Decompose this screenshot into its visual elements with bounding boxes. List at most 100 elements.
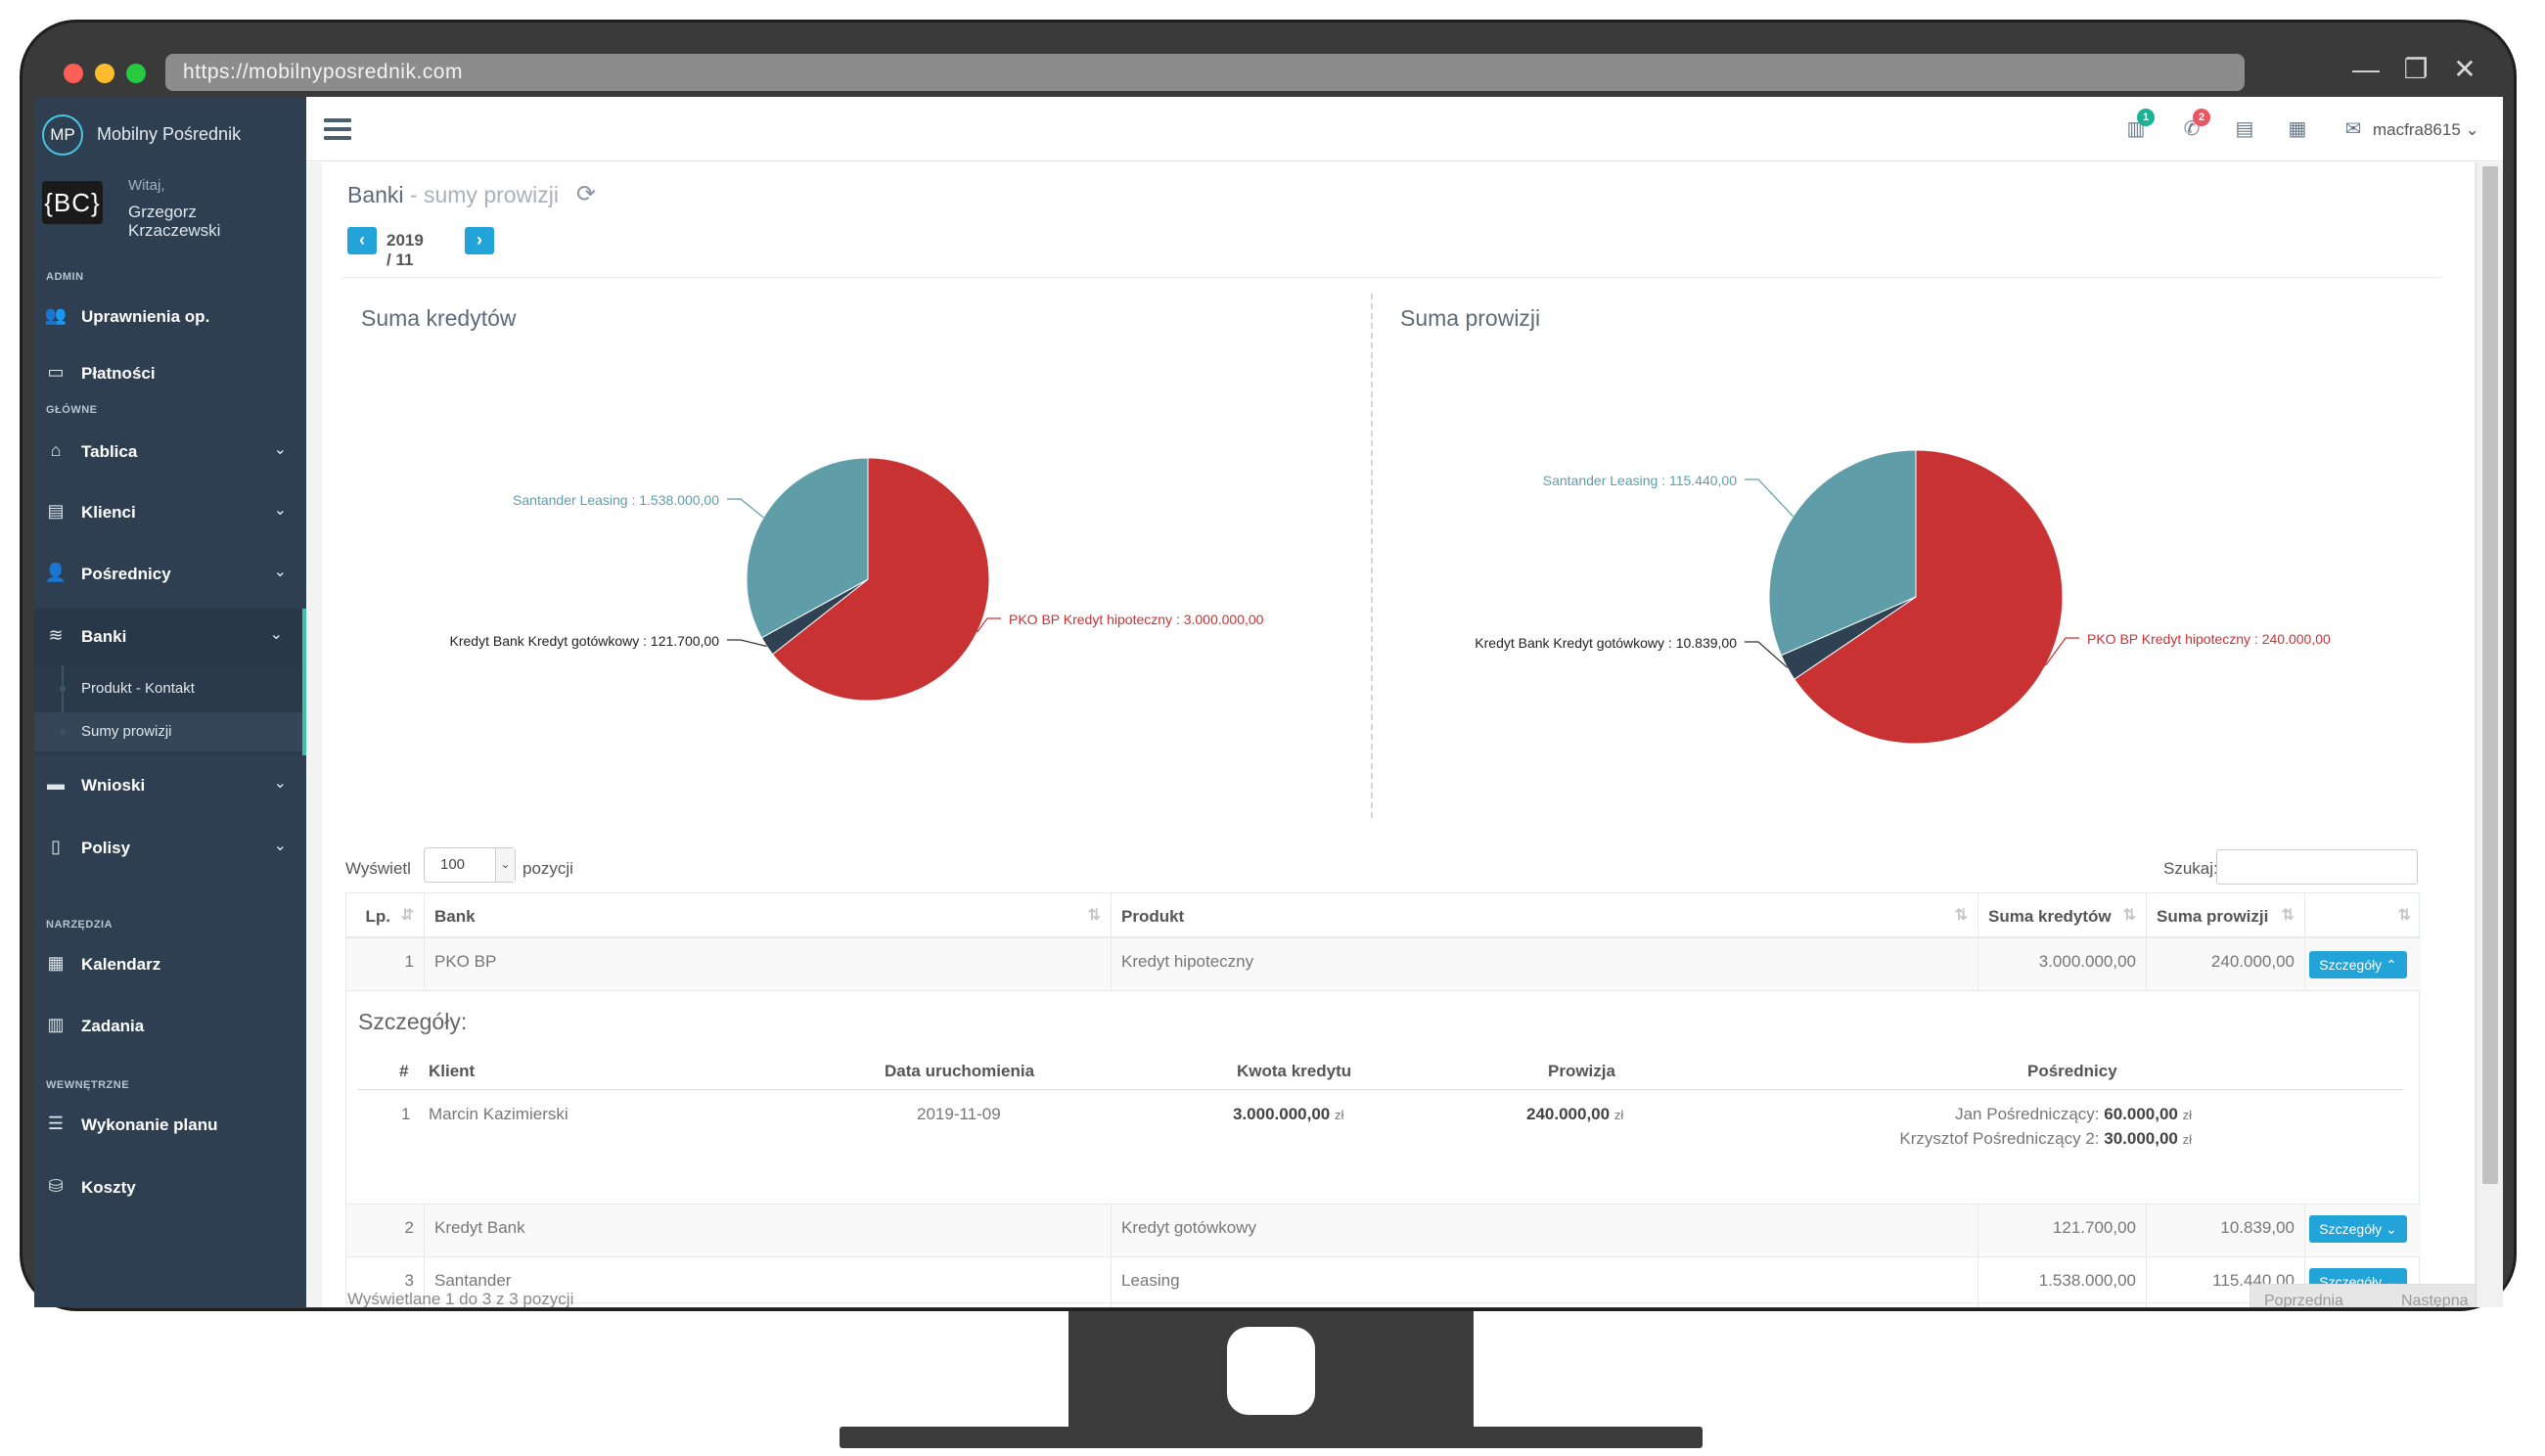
cell-credits: 3.000.000,00 [1978, 938, 2147, 990]
credits-pie-chart: PKO BP Kredyt hipoteczny : 3.000.000,00 K… [450, 457, 1264, 702]
calendar-icon[interactable]: ▦ [2288, 118, 2307, 140]
bullet-icon [60, 729, 66, 735]
search-input[interactable] [2216, 849, 2418, 885]
document-icon: ▯ [51, 837, 61, 856]
cell-actions: Szczegóły ⌃ [2305, 938, 2421, 990]
sidebar-item-label: Wnioski [81, 776, 146, 795]
sidebar-item-label: Klienci [81, 503, 136, 522]
cell-product: Kredyt hipoteczny [1112, 938, 1978, 990]
details-button[interactable]: Szczegóły ⌄ [2309, 1215, 2407, 1243]
details-separator [358, 1089, 2403, 1090]
phone-icon[interactable]: ✆ 2 [2177, 109, 2210, 144]
sidebar-item-label: Koszty [81, 1178, 136, 1197]
coins-icon: ⛁ [48, 1176, 64, 1196]
column-header-bank[interactable]: Bank ⇅ [425, 893, 1112, 938]
previous-page-button[interactable]: Poprzednia [2264, 1293, 2343, 1307]
table-row[interactable]: 3 Santander Leasing 1.538.000,00 115.440… [346, 1257, 2421, 1307]
submenu-item-product-contact[interactable]: Produkt - Kontakt [34, 669, 302, 708]
cell-credits: 121.700,00 [1978, 1205, 2147, 1256]
sidebar-item-label: Wykonanie planu [81, 1115, 218, 1134]
cell-commission: 240.000,00 [2147, 938, 2305, 990]
sidebar-item-label: Kalendarz [81, 955, 161, 974]
chevron-down-icon: ⌄ [495, 848, 515, 882]
sidebar-item-dashboard[interactable]: ⌂ Tablica ⌄ [34, 424, 306, 480]
id-card-icon: ▤ [47, 501, 65, 521]
pie-slice[interactable] [771, 457, 990, 702]
sidebar-item-label: Zadania [81, 1017, 145, 1035]
username: macfra8615 [2373, 120, 2461, 139]
minimize-icon[interactable]: — [2352, 54, 2380, 84]
browser-titlebar: https://mobilnyposrednik.com — ❐ ✕ [32, 30, 2506, 105]
sidebar: MP Mobilny Pośrednik {BC} Witaj, Grzegor… [34, 97, 306, 1307]
calendar-icon: ▦ [47, 953, 65, 973]
refresh-icon[interactable]: ⟳ [576, 181, 597, 207]
chevron-up-icon: ⌃ [2385, 957, 2397, 973]
minimize-window-dot[interactable] [95, 64, 114, 83]
details-panel: Szczegóły: # Klient Data uruchomienia Kw… [346, 991, 2421, 1205]
pie-slice[interactable] [746, 457, 869, 639]
sidebar-item-policies[interactable]: ▯ Polisy ⌄ [34, 820, 306, 877]
section-admin: ADMIN [46, 271, 84, 283]
avatar[interactable]: {BC} [42, 181, 103, 224]
column-header-credits[interactable]: Suma kredytów ⇅ [1978, 893, 2147, 938]
sidebar-item-brokers[interactable]: 👤 Pośrednicy ⌄ [34, 546, 306, 603]
column-header-actions[interactable]: ⇅ [2305, 893, 2421, 938]
sidebar-item-costs[interactable]: ⛁ Koszty [34, 1160, 306, 1216]
cell-credits: 1.538.000,00 [1978, 1257, 2147, 1307]
period-label: 2019 / 11 [386, 231, 424, 269]
pie-slice[interactable] [1794, 449, 2064, 745]
column-header-lp[interactable]: Lp. ⇵ [346, 893, 425, 938]
document-icon[interactable]: ▤ [2235, 118, 2254, 140]
restore-icon[interactable]: ❐ [2403, 54, 2429, 84]
clipboard-icon[interactable]: ▥ 1 [2121, 109, 2155, 144]
user-menu[interactable]: macfra8615 ⌄ [2373, 120, 2479, 140]
chevron-down-icon: ⌄ [273, 502, 287, 519]
close-window-dot[interactable] [64, 64, 83, 83]
pie-label: PKO BP Kredyt hipoteczny : 3.000.000,00 [1009, 612, 1264, 627]
sidebar-item-permissions[interactable]: 👥 Uprawnienia op. [34, 289, 306, 345]
chevron-down-icon: ⌄ [273, 564, 287, 580]
pie-label: Santander Leasing : 1.538.000,00 [513, 492, 719, 508]
table-row[interactable]: 1 PKO BP Kredyt hipoteczny 3.000.000,00 … [346, 938, 2421, 991]
sidebar-item-tasks[interactable]: ▥ Zadania [34, 998, 306, 1055]
sort-icon: ⇅ [2281, 907, 2295, 924]
page-length-select[interactable]: 100 ⌄ [424, 847, 516, 883]
column-header-commission[interactable]: Suma prowizji ⇅ [2147, 893, 2305, 938]
next-period-button[interactable]: › [465, 227, 494, 254]
details-title: Szczegóły: [358, 1009, 468, 1034]
envelope-icon[interactable]: ✉ [2344, 118, 2362, 140]
cell-lp: 2 [346, 1205, 425, 1256]
submenu-item-commission-sums[interactable]: Sumy prowizji [34, 712, 302, 751]
sidebar-item-label: Banki [81, 627, 127, 646]
hamburger-menu-icon[interactable] [324, 118, 351, 140]
details-button[interactable]: Szczegóły ⌃ [2309, 951, 2407, 978]
sidebar-item-applications[interactable]: ▬ Wnioski ⌄ [34, 757, 306, 814]
table-row[interactable]: 2 Kredyt Bank Kredyt gotówkowy 121.700,0… [346, 1205, 2421, 1257]
column-header-product[interactable]: Produkt ⇅ [1112, 893, 1978, 938]
address-bar[interactable]: https://mobilnyposrednik.com [165, 54, 2245, 91]
sidebar-item-plan-execution[interactable]: ☰ Wykonanie planu [34, 1097, 306, 1154]
page-title: Banki - sumy prowizji [347, 182, 560, 207]
user-name: Grzegorz Krzaczewski [128, 203, 221, 240]
pie-leader-line [2045, 637, 2079, 666]
brand[interactable]: MP Mobilny Pośrednik [42, 113, 306, 161]
submenu-item-label: Sumy prowizji [81, 723, 172, 740]
sidebar-item-clients[interactable]: ▤ Klienci ⌄ [34, 484, 306, 541]
pie-label: Kredyt Bank Kredyt gotówkowy : 10.839,00 [1475, 635, 1737, 651]
pie-leader-line [1745, 641, 1788, 668]
previous-period-button[interactable]: ‹ [347, 227, 377, 254]
sidebar-item-banks[interactable]: ≋ Banki ⌄ [34, 609, 306, 665]
sidebar-item-payments[interactable]: ▭ Płatności [34, 345, 306, 402]
close-icon[interactable]: ✕ [2453, 54, 2477, 84]
main-content: Banki - sumy prowizji ⟳ ‹ 2019 / 11 › Su… [306, 162, 2490, 1307]
banks-table: Lp. ⇵ Bank ⇅ Produkt ⇅ Suma kredytów ⇅ Suma … [345, 892, 2421, 1307]
brand-logo: MP [42, 114, 83, 156]
maximize-window-dot[interactable] [126, 64, 146, 83]
next-page-button[interactable]: Następna [2401, 1293, 2469, 1307]
bullet-icon [60, 686, 66, 692]
monitor-stand-base [840, 1427, 1703, 1448]
scrollbar[interactable] [2476, 162, 2503, 1307]
sidebar-item-calendar[interactable]: ▦ Kalendarz [34, 936, 306, 993]
scrollbar-thumb[interactable] [2482, 166, 2498, 1184]
pie-label: PKO BP Kredyt hipoteczny : 240.000,00 [2087, 631, 2331, 647]
